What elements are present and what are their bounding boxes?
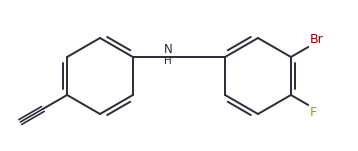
Text: N: N — [164, 43, 172, 56]
Text: Br: Br — [310, 33, 324, 46]
Text: H: H — [164, 56, 172, 66]
Text: F: F — [310, 106, 317, 119]
